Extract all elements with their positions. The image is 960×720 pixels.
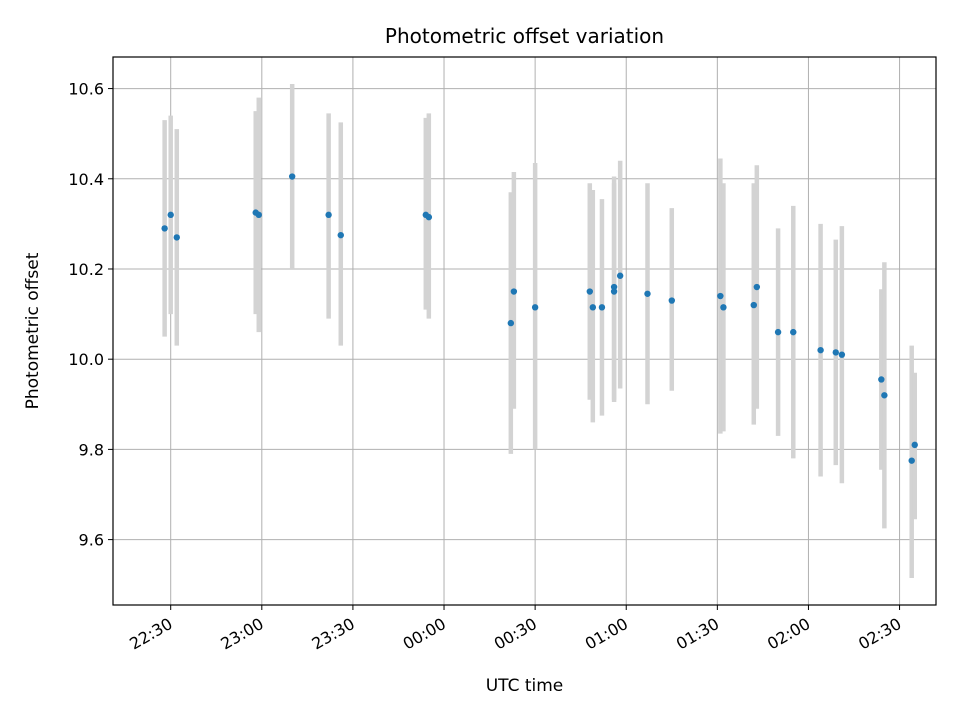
data-point bbox=[173, 234, 180, 241]
data-point bbox=[644, 290, 651, 297]
data-point bbox=[610, 288, 618, 295]
plot-frame bbox=[112, 56, 937, 606]
data-point bbox=[832, 349, 839, 356]
y-axis-ticks: 9.6 9.8 10.0 10.2 10.4 10.6 bbox=[68, 80, 113, 550]
data-point bbox=[255, 211, 262, 219]
data-point bbox=[337, 231, 344, 239]
data-point bbox=[161, 225, 168, 232]
data-point bbox=[507, 319, 515, 327]
data-point bbox=[510, 288, 518, 295]
data-point bbox=[288, 173, 296, 180]
data-point bbox=[881, 392, 888, 399]
data-point bbox=[817, 346, 824, 354]
data-point bbox=[750, 301, 757, 309]
data-point bbox=[717, 292, 724, 300]
data-point bbox=[720, 304, 727, 311]
data-point bbox=[774, 328, 782, 336]
data-point bbox=[616, 272, 624, 279]
y-tick-label: 9.6 bbox=[79, 531, 104, 550]
data-point bbox=[531, 304, 539, 311]
data-point bbox=[911, 441, 918, 449]
y-axis-title: Photometric offset bbox=[23, 252, 43, 409]
data-point bbox=[425, 213, 433, 221]
data-point bbox=[908, 457, 915, 464]
x-axis-title: UTC time bbox=[486, 676, 564, 696]
y-tick-label: 10.2 bbox=[68, 260, 104, 279]
y-tick-label: 10.0 bbox=[68, 350, 104, 369]
data-point bbox=[589, 304, 597, 311]
data-point bbox=[790, 328, 797, 336]
data-point bbox=[753, 283, 761, 291]
point-layer bbox=[161, 173, 918, 464]
data-point bbox=[325, 211, 332, 219]
y-tick-label: 9.8 bbox=[79, 440, 104, 459]
y-tick-label: 10.6 bbox=[68, 80, 104, 99]
data-point bbox=[838, 351, 846, 358]
chart-title: Photometric offset variation bbox=[385, 24, 664, 48]
data-point bbox=[668, 297, 675, 304]
data-point bbox=[586, 288, 593, 295]
data-point bbox=[610, 283, 618, 291]
y-tick-label: 10.4 bbox=[68, 170, 104, 189]
data-point bbox=[878, 376, 885, 383]
data-point bbox=[167, 211, 174, 219]
data-point bbox=[598, 304, 606, 311]
